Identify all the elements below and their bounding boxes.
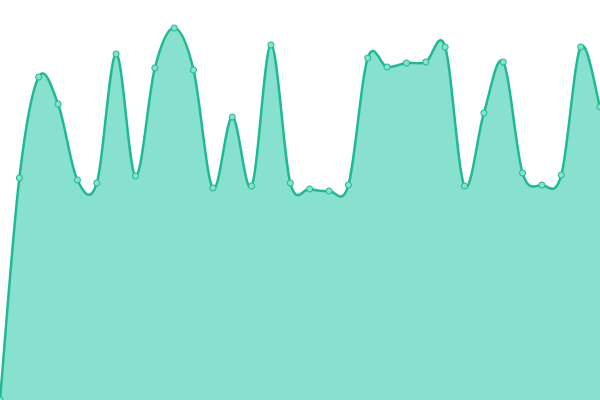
data-point [383, 63, 391, 71]
data-point [325, 187, 333, 195]
data-point [364, 54, 372, 62]
data-point [557, 171, 565, 179]
area-fill [0, 27, 600, 400]
data-point [248, 182, 256, 190]
data-point [519, 169, 527, 177]
data-point [461, 182, 469, 190]
data-point [131, 172, 139, 180]
data-point [480, 109, 488, 117]
data-point [306, 185, 314, 193]
data-point [538, 181, 546, 189]
data-point [596, 103, 600, 111]
data-point [112, 50, 120, 58]
data-point [344, 181, 352, 189]
data-point [422, 58, 430, 66]
data-point [499, 58, 507, 66]
data-point [0, 396, 4, 400]
data-point [93, 179, 101, 187]
data-point [54, 100, 62, 108]
data-point [190, 66, 198, 74]
data-point [286, 179, 294, 187]
data-point [209, 184, 217, 192]
data-point [441, 43, 449, 51]
data-point [15, 174, 23, 182]
data-point [73, 176, 81, 184]
data-point [577, 43, 585, 51]
data-point [170, 24, 178, 32]
data-point [228, 113, 236, 121]
data-point [151, 64, 159, 72]
data-point [402, 59, 410, 67]
data-point [35, 73, 43, 81]
data-point [267, 41, 275, 49]
